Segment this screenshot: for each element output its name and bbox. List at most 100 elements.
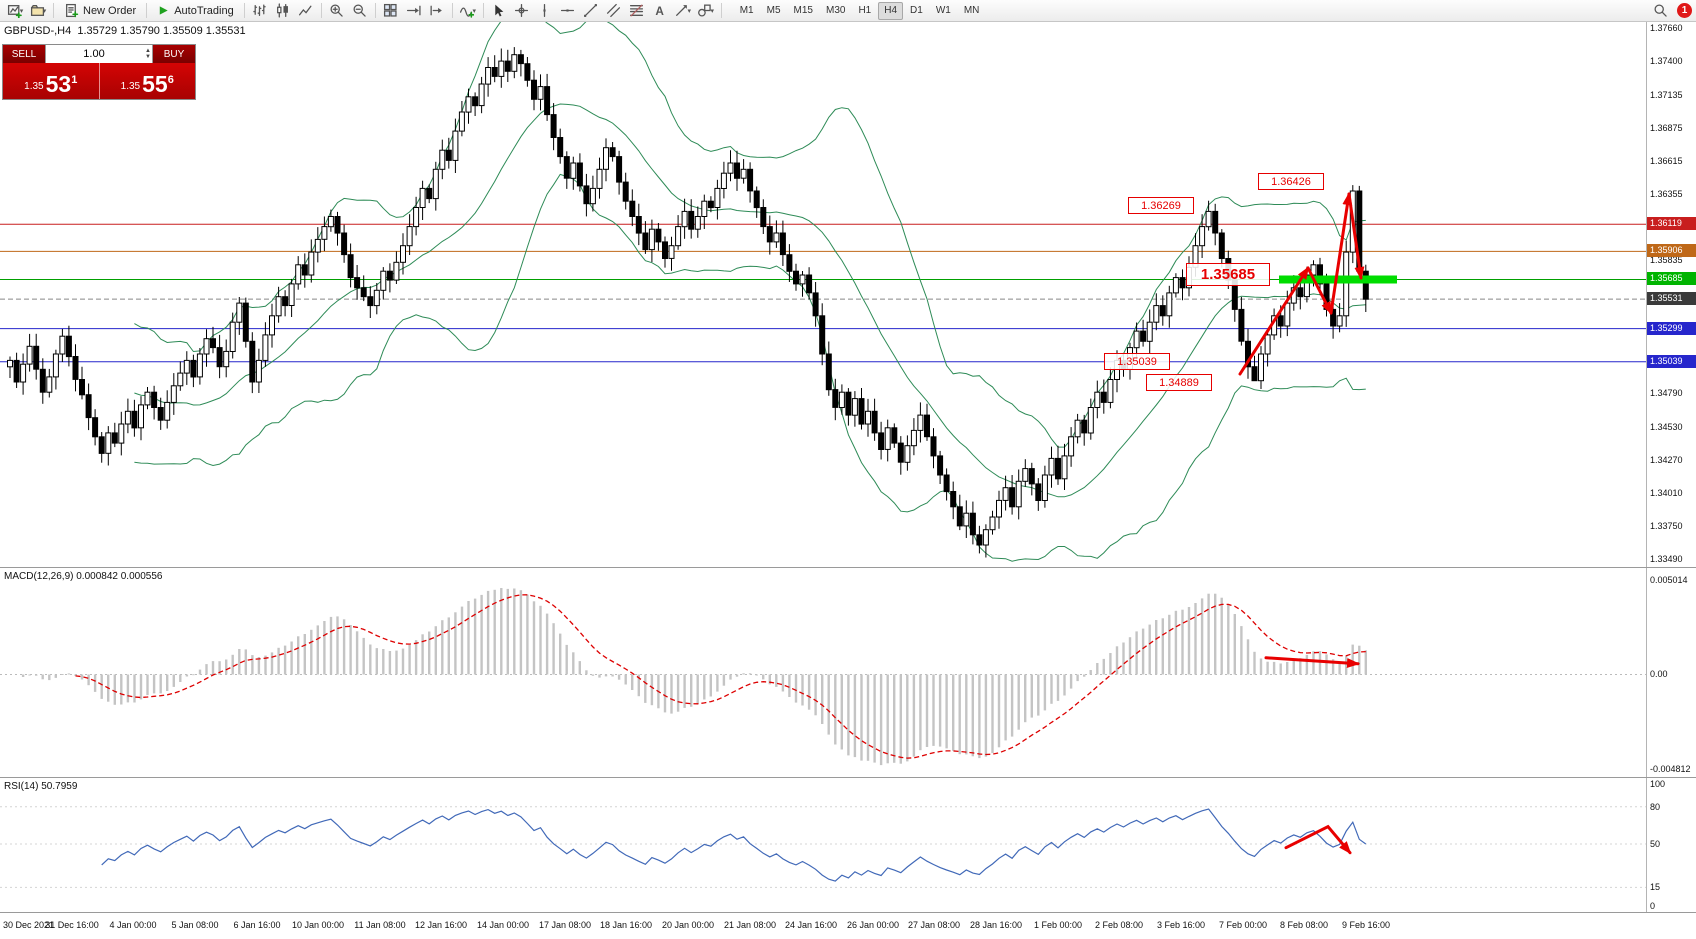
tile-windows-button[interactable] <box>380 1 402 21</box>
time-label: 12 Jan 16:00 <box>414 920 468 930</box>
time-label: 27 Jan 08:00 <box>907 920 961 930</box>
trend-arrows-layer[interactable] <box>1238 192 1365 376</box>
price-annotation[interactable]: 1.35039 <box>1104 353 1170 370</box>
trendline-button[interactable] <box>580 1 602 21</box>
cursor-button[interactable] <box>488 1 510 21</box>
price-tick: 1.34010 <box>1650 488 1683 498</box>
vertical-line-button[interactable] <box>534 1 556 21</box>
volume-field: ▲ ▼ <box>45 45 153 63</box>
fibonacci-button[interactable] <box>626 1 648 21</box>
price-scale[interactable]: 1.37660 1.37400 1.37135 1.36875 1.36615 1.363… <box>1646 22 1696 567</box>
chevron-down-icon: ▾ <box>710 7 714 15</box>
trade-controls-row: SELL ▲ ▼ BUY <box>3 45 195 63</box>
macd-signal-line <box>75 594 1366 759</box>
timeframe-button-w1[interactable]: W1 <box>930 2 957 20</box>
horizontal-line-button[interactable] <box>557 1 579 21</box>
volume-input[interactable] <box>46 45 152 63</box>
horizontal-levels-layer[interactable] <box>0 223 1646 363</box>
toolbar-separator <box>243 3 245 18</box>
price-annotation[interactable]: 1.35685 <box>1186 263 1270 286</box>
main-chart-panel: 1.37660 1.37400 1.37135 1.36875 1.36615 1.363… <box>0 22 1696 567</box>
shapes-button[interactable]: ▾ <box>695 1 717 21</box>
timeframe-button-h4[interactable]: H4 <box>878 1 904 20</box>
price-level-label: 1.35906 <box>1647 244 1696 257</box>
toolbar-separator <box>320 3 322 18</box>
time-label: 4 Jan 00:00 <box>109 920 157 930</box>
macd-scale[interactable]: 0.005014 0.00 -0.004812 <box>1646 568 1696 777</box>
price-annotation[interactable]: 1.36426 <box>1258 173 1324 190</box>
sell-button[interactable]: SELL <box>3 45 45 63</box>
line-chart-icon <box>299 5 312 16</box>
price-tick: 100 <box>1650 779 1666 789</box>
bar-chart-icon <box>253 4 266 16</box>
price-tick: 1.35835 <box>1650 255 1683 265</box>
price-chart-canvas[interactable] <box>0 22 1646 567</box>
chevron-down-icon: ▾ <box>42 7 47 15</box>
chart-shift-icon <box>430 5 443 16</box>
buy-button[interactable]: BUY <box>153 45 195 63</box>
chart-ohlc-header: GBPUSD-,H4 1.35729 1.35790 1.35509 1.355… <box>4 25 246 37</box>
time-label: 9 Feb 16:00 <box>1341 920 1391 930</box>
chart-profiles-button[interactable]: ▾ <box>27 1 49 21</box>
time-label: 2 Feb 08:00 <box>1094 920 1144 930</box>
chevron-down-icon: ▾ <box>19 7 24 15</box>
cursor-icon <box>495 4 504 17</box>
timeframe-button-mn[interactable]: MN <box>958 2 986 20</box>
crosshair-button[interactable] <box>511 1 533 21</box>
notification-badge[interactable]: 1 <box>1677 3 1692 18</box>
buy-price-big: 55 <box>142 71 168 97</box>
autotrading-button[interactable]: AutoTrading <box>151 1 240 21</box>
time-label: 20 Jan 00:00 <box>661 920 715 930</box>
rsi-scale[interactable]: 100 80 50 15 0 <box>1646 778 1696 912</box>
bollinger-bands-layer <box>134 22 1366 562</box>
zoom-out-button[interactable] <box>349 1 371 21</box>
crosshair-icon <box>515 3 529 18</box>
price-annotation[interactable]: 1.34889 <box>1146 374 1212 391</box>
timeframe-button-h1[interactable]: H1 <box>852 2 877 20</box>
price-divider <box>98 63 100 99</box>
indicators-button[interactable]: ▾ <box>457 1 479 21</box>
search-button[interactable] <box>1649 1 1671 21</box>
sell-price-small: 1.35 <box>24 81 44 92</box>
rsi-trend-arrow <box>1284 824 1352 855</box>
time-axis[interactable]: 30 Dec 2021 31 Dec 16:00 4 Jan 00:00 5 Jan … <box>0 912 1696 939</box>
rsi-canvas[interactable] <box>0 778 1646 912</box>
timeframe-button-m1[interactable]: M1 <box>734 2 760 20</box>
buy-price[interactable]: 1.35 55 6 <box>100 63 196 99</box>
tile-windows-icon <box>384 3 397 17</box>
green-highlight-bar[interactable] <box>1279 275 1397 284</box>
price-tick: 1.36615 <box>1650 156 1683 166</box>
chart-shift-button[interactable] <box>426 1 448 21</box>
equidistant-channel-button[interactable] <box>603 1 625 21</box>
macd-canvas[interactable] <box>0 568 1646 777</box>
channel-icon <box>607 3 621 18</box>
price-tick: 15 <box>1650 882 1661 892</box>
volume-down-button[interactable]: ▼ <box>145 54 151 60</box>
price-tick: 0 <box>1650 901 1656 911</box>
text-label-button[interactable]: A <box>649 1 671 21</box>
volume-up-button[interactable]: ▲ <box>145 48 151 54</box>
timeframe-button-m30[interactable]: M30 <box>820 2 851 20</box>
timeframe-button-d1[interactable]: D1 <box>904 2 929 20</box>
price-tick: 50 <box>1650 839 1661 849</box>
price-annotation[interactable]: 1.36269 <box>1128 197 1194 214</box>
fibonacci-icon <box>630 4 644 17</box>
auto-scroll-button[interactable] <box>403 1 425 21</box>
price-tick: 80 <box>1650 802 1661 812</box>
timeframe-button-m5[interactable]: M5 <box>761 2 787 20</box>
sell-price[interactable]: 1.35 53 1 <box>3 63 99 99</box>
buy-price-small: 1.35 <box>120 81 141 92</box>
bar-chart-button[interactable] <box>249 1 271 21</box>
candlestick-chart-button[interactable] <box>272 1 294 21</box>
price-level-label: 1.35039 <box>1647 355 1696 368</box>
time-label: 14 Jan 00:00 <box>476 920 530 930</box>
new-chart-button[interactable]: ▾ <box>4 1 26 21</box>
search-icon <box>1654 4 1667 17</box>
timeframe-button-m15[interactable]: M15 <box>788 2 819 20</box>
zoom-in-button[interactable] <box>326 1 348 21</box>
new-order-button[interactable]: New Order <box>58 1 142 21</box>
arrow-tools-button[interactable]: ▾ <box>672 1 694 21</box>
candlesticks-layer[interactable] <box>7 47 1369 558</box>
line-chart-button[interactable] <box>295 1 317 21</box>
